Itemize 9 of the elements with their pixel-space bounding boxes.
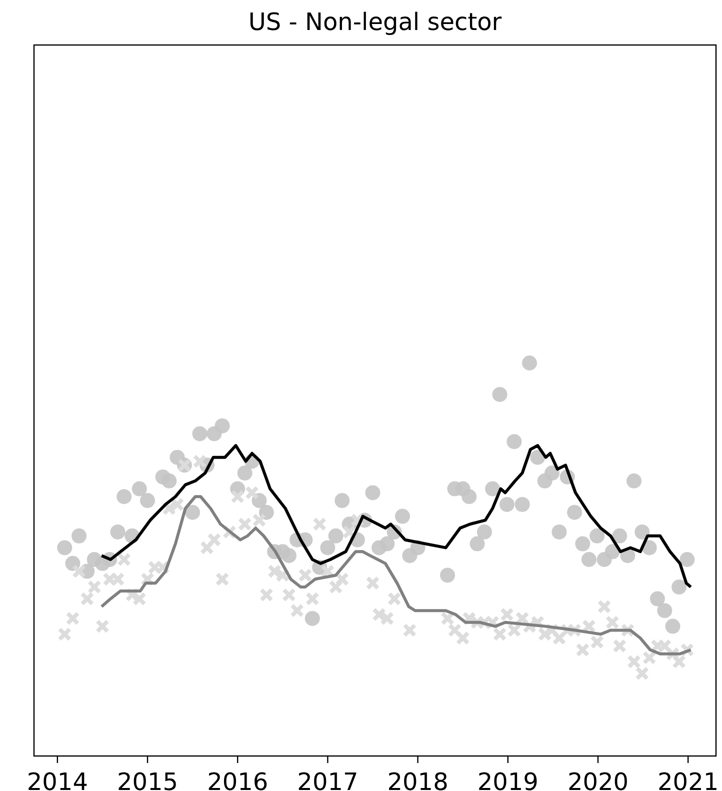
x-tick-label: 2016 — [207, 768, 268, 791]
x-tick-label: 2014 — [26, 768, 88, 791]
chart-title: US - Non-legal sector — [248, 8, 502, 36]
x-tick-label: 2020 — [567, 768, 629, 791]
x-tick-label: 2018 — [387, 768, 448, 791]
x-tick-label: 2017 — [297, 768, 358, 791]
x-tick-label: 2019 — [477, 768, 538, 791]
x-tick-label: 2015 — [116, 768, 178, 791]
x-tick-label: 2021 — [658, 768, 719, 791]
